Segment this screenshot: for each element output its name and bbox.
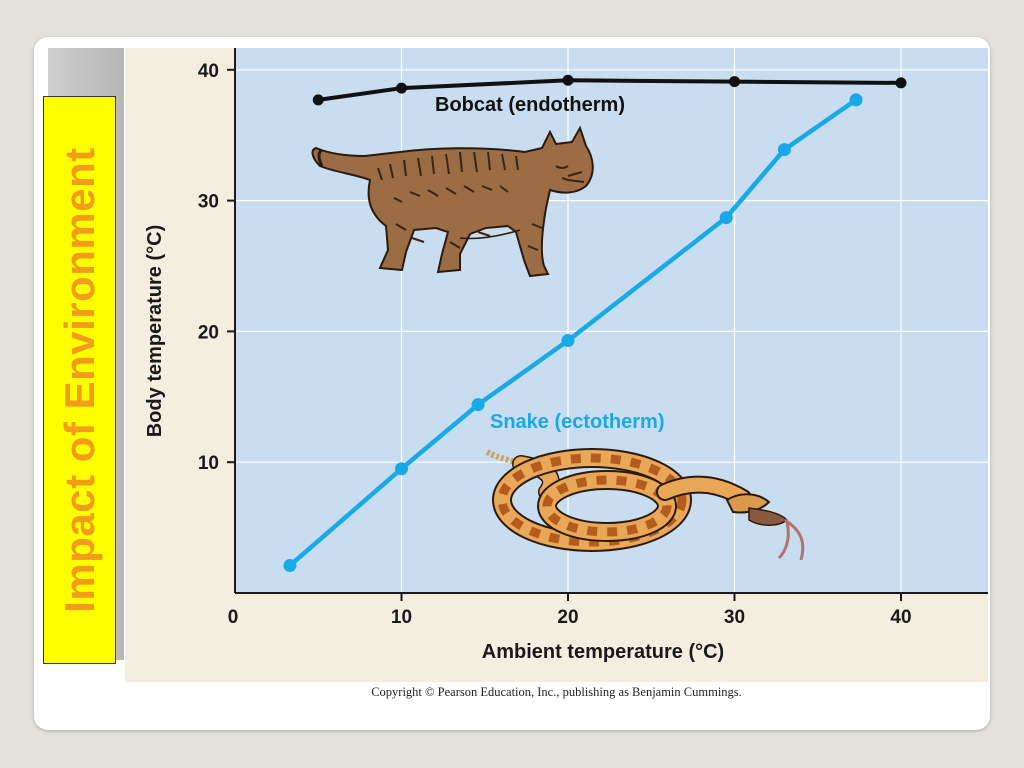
x-tick-label: 20 xyxy=(557,607,578,628)
y-axis-title: Body temperature (°C) xyxy=(144,225,166,437)
rattlesnake-illustration xyxy=(485,448,805,561)
x-tick-label: 40 xyxy=(890,607,911,628)
tick-labels: 0 10 20 30 40 10 20 30 40 xyxy=(198,61,912,628)
data-point-bobcat xyxy=(562,74,574,86)
data-point-snake xyxy=(283,559,297,573)
data-point-snake xyxy=(849,93,863,107)
data-point-snake xyxy=(471,398,485,412)
data-point-bobcat xyxy=(895,77,907,89)
axes xyxy=(227,48,988,601)
data-point-bobcat xyxy=(312,94,324,106)
copyright-notice: Copyright © Pearson Education, Inc., pub… xyxy=(371,685,742,699)
x-tick-label: 0 xyxy=(228,607,239,628)
series-points xyxy=(283,74,907,573)
slide-title: Impact of Environment xyxy=(55,147,103,613)
x-tick-label: 30 xyxy=(724,607,745,628)
y-tick-label: 40 xyxy=(198,61,219,82)
data-point-snake xyxy=(561,334,575,348)
x-tick-label: 10 xyxy=(391,607,412,628)
y-tick-label: 30 xyxy=(198,192,219,213)
bobcat-illustration xyxy=(311,125,594,278)
slide-title-box: Impact of Environment xyxy=(43,96,116,664)
y-tick-label: 10 xyxy=(198,453,219,474)
data-point-bobcat xyxy=(396,82,407,94)
y-tick-label: 20 xyxy=(198,322,219,343)
plot-area xyxy=(235,48,988,593)
data-point-snake xyxy=(719,211,733,225)
series-label-snake: Snake (ectotherm) xyxy=(490,411,665,433)
series-label-bobcat: Bobcat (endotherm) xyxy=(435,94,625,116)
data-point-snake xyxy=(777,143,791,157)
temperature-chart: 0 10 20 30 40 10 20 30 40 Bobcat (endotherm) Sna… xyxy=(144,48,988,663)
x-axis-title: Ambient temperature (°C) xyxy=(482,641,724,663)
data-point-snake xyxy=(395,462,408,476)
data-point-bobcat xyxy=(729,76,740,88)
